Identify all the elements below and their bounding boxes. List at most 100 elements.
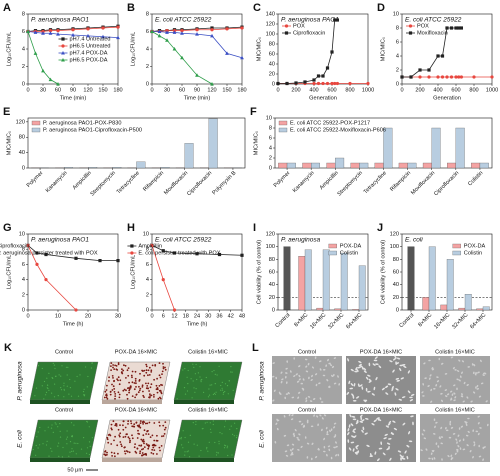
texture	[328, 448, 331, 452]
y-tick-label: 2	[22, 292, 25, 298]
texture	[235, 437, 238, 439]
texture	[317, 448, 320, 451]
y-tick-label: 2	[396, 67, 399, 73]
scale-label: 50 μm	[67, 467, 83, 473]
texture	[272, 399, 275, 402]
y-tick-label: 2	[22, 64, 25, 70]
texture	[131, 395, 134, 397]
texture	[61, 456, 64, 458]
y-tick-label: 6	[269, 135, 272, 141]
x-tick-label: Rifampicin	[389, 170, 412, 193]
texture	[449, 422, 452, 426]
texture	[184, 393, 187, 395]
texture	[207, 396, 210, 398]
texture	[223, 447, 226, 449]
texture	[138, 389, 141, 392]
legend-label: P. aeruginosa persister treated with POX	[0, 250, 98, 256]
texture	[63, 389, 65, 391]
y-tick-label: 80	[19, 135, 25, 141]
texture	[125, 450, 128, 452]
texture	[84, 394, 86, 396]
texture	[403, 365, 407, 368]
texture	[134, 450, 137, 453]
legend-swatch	[452, 243, 461, 249]
texture	[298, 420, 302, 423]
texture	[80, 448, 83, 450]
x-tick-label: 30	[205, 313, 211, 319]
texture	[121, 368, 123, 371]
texture	[135, 421, 138, 424]
marker	[180, 31, 184, 35]
texture	[120, 443, 122, 446]
texture	[76, 375, 78, 378]
marker	[400, 75, 404, 79]
texture	[305, 365, 308, 368]
texture	[71, 448, 73, 450]
texture	[288, 413, 291, 417]
texture	[422, 395, 425, 397]
marker	[459, 75, 463, 79]
panel-title: E. coli ATCC 25922	[155, 17, 212, 24]
texture	[112, 364, 114, 366]
texture	[221, 389, 224, 391]
texture	[152, 452, 155, 455]
texture	[112, 420, 115, 423]
texture	[122, 436, 125, 438]
texture	[475, 430, 479, 433]
texture	[208, 388, 210, 390]
texture	[366, 444, 370, 447]
texture	[117, 452, 119, 455]
marker	[335, 81, 339, 86]
marker	[161, 278, 165, 282]
texture	[271, 375, 275, 378]
texture	[208, 441, 210, 443]
texture	[122, 428, 125, 431]
texture	[326, 358, 330, 362]
texture	[456, 370, 460, 372]
texture	[105, 393, 108, 396]
texture	[294, 429, 297, 432]
texture	[367, 390, 371, 393]
texture	[88, 441, 91, 443]
texture	[444, 395, 448, 398]
marker	[321, 74, 325, 78]
texture	[47, 426, 49, 428]
panel-title: E. coli ATCC 25922	[405, 17, 462, 24]
texture	[478, 444, 480, 448]
texture	[298, 391, 301, 394]
texture	[163, 428, 166, 431]
texture	[323, 450, 326, 453]
x-tick-label: Ampicillin	[319, 170, 340, 191]
texture	[337, 375, 339, 378]
texture	[105, 396, 108, 399]
marker	[71, 28, 75, 32]
texture	[200, 379, 202, 381]
x-tick-label: 36	[216, 313, 222, 319]
texture	[350, 368, 354, 372]
texture	[142, 448, 145, 450]
texture	[124, 426, 127, 429]
legend-swatch	[328, 250, 337, 256]
marker	[172, 251, 177, 255]
texture	[291, 396, 295, 399]
texture	[127, 420, 130, 423]
y-tick-label: 80	[269, 257, 275, 263]
texture	[319, 368, 322, 371]
texture	[440, 436, 444, 438]
texture	[286, 444, 290, 447]
marker	[294, 81, 298, 85]
texture	[52, 362, 54, 364]
texture	[59, 430, 61, 432]
y-tick-label: 20	[269, 71, 275, 77]
texture	[119, 424, 121, 426]
texture	[230, 371, 232, 373]
texture	[159, 389, 162, 392]
texture	[45, 391, 48, 393]
texture	[115, 423, 117, 425]
texture	[197, 372, 199, 374]
texture	[143, 429, 146, 432]
texture	[153, 378, 156, 381]
texture	[122, 369, 125, 372]
texture	[117, 379, 119, 382]
texture	[347, 428, 350, 432]
